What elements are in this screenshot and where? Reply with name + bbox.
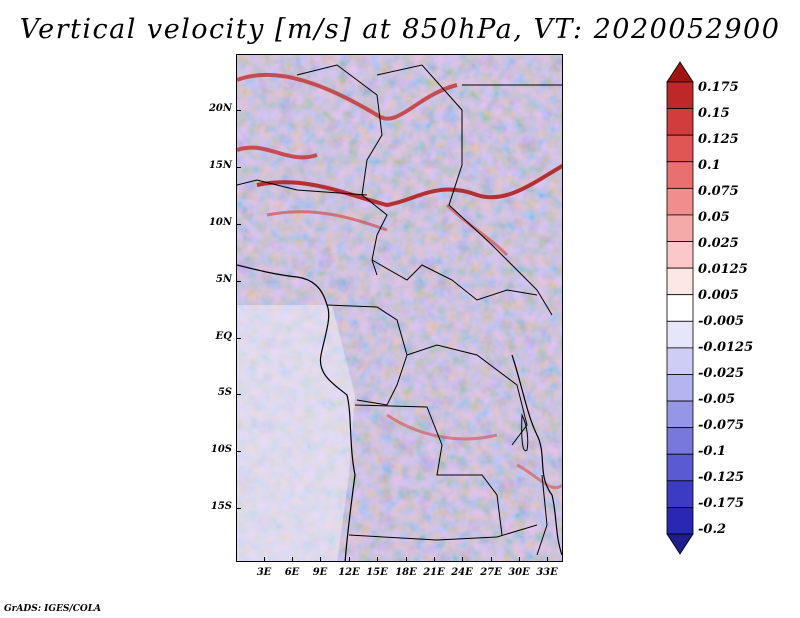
lat-tick — [236, 451, 241, 452]
border-line — [354, 404, 503, 536]
footer-credit: GrADS: IGES/COLA — [4, 604, 102, 614]
colorbar-segment — [666, 187, 694, 216]
lat-label: 5N — [215, 274, 232, 285]
colorbar-segment — [666, 400, 694, 429]
colorbar-segment — [666, 507, 694, 535]
colorbar-label: -0.2 — [698, 522, 727, 537]
lon-tick — [406, 557, 407, 562]
colorbar-segment — [666, 241, 694, 269]
lon-tick — [434, 557, 435, 562]
border-line — [296, 64, 388, 276]
map-panel — [236, 54, 563, 562]
lon-label: 30E — [508, 567, 530, 578]
lon-tick — [547, 557, 548, 562]
border-line — [406, 344, 528, 446]
colorbar-label: -0.005 — [698, 314, 745, 329]
lon-tick — [462, 557, 463, 562]
colorbar — [666, 61, 694, 555]
colorbar-segment — [666, 347, 694, 375]
lat-label: EQ — [215, 331, 232, 342]
red-band — [266, 210, 388, 232]
colorbar-label: -0.025 — [698, 366, 745, 381]
ocean-region — [237, 305, 355, 561]
colorbar-label: -0.075 — [698, 418, 745, 433]
colorbar-label: 0.175 — [698, 80, 739, 95]
lon-label: 15E — [366, 567, 388, 578]
lat-tick — [236, 167, 241, 168]
lat-label: 15S — [210, 501, 232, 512]
red-band — [237, 72, 458, 121]
lon-tick — [491, 557, 492, 562]
lat-tick — [236, 394, 241, 395]
lon-label: 27E — [480, 567, 502, 578]
colorbar-label: -0.1 — [698, 444, 727, 459]
lon-label: 12E — [338, 567, 360, 578]
lat-tick — [236, 508, 241, 509]
colorbar-label: 0.05 — [698, 210, 730, 225]
lon-label: 3E — [256, 567, 272, 578]
border-line — [348, 524, 538, 541]
lon-label: 33E — [536, 567, 558, 578]
lat-label: 20N — [208, 103, 232, 114]
lat-label: 10N — [208, 217, 232, 228]
red-band — [237, 145, 318, 160]
lon-label: 6E — [284, 567, 300, 578]
colorbar-segment — [666, 533, 694, 555]
lon-label: 9E — [312, 567, 328, 578]
border-line — [371, 259, 538, 301]
colorbar-label: -0.05 — [698, 392, 736, 407]
lon-tick — [320, 557, 321, 562]
colorbar-label: -0.175 — [698, 496, 745, 511]
colorbar-segment — [666, 374, 694, 402]
lon-label: 21E — [423, 567, 445, 578]
colorbar-segment — [666, 320, 694, 349]
colorbar-label: -0.125 — [698, 470, 745, 485]
colorbar-label: 0.025 — [698, 236, 739, 251]
colorbar-segment — [666, 453, 694, 482]
colorbar-label: 0.1 — [698, 158, 721, 173]
colorbar-segment — [666, 108, 694, 136]
west-coastline — [237, 264, 356, 561]
colorbar-label: 0.0125 — [698, 262, 748, 277]
lon-tick — [519, 557, 520, 562]
chart-title: Vertical velocity [m/s] at 850hPa, VT: 2… — [19, 14, 781, 45]
lon-label: 24E — [451, 567, 473, 578]
colorbar-label: 0.075 — [698, 184, 739, 199]
border-line — [376, 64, 553, 316]
lon-tick — [349, 557, 350, 562]
colorbar-segment — [666, 81, 694, 109]
colorbar-segment — [666, 294, 694, 322]
colorbar-label: 0.125 — [698, 132, 739, 147]
lon-label: 18E — [395, 567, 417, 578]
colorbar-label: 0.15 — [698, 106, 730, 121]
east-lakes-border — [511, 354, 562, 556]
colorbar-segment — [666, 134, 694, 163]
colorbar-label: -0.0125 — [698, 340, 754, 355]
lon-tick — [264, 557, 265, 562]
colorbar-segment — [666, 267, 694, 296]
lake-outline — [521, 413, 529, 452]
lat-tick — [236, 110, 241, 111]
lat-tick — [236, 338, 241, 339]
colorbar-segment — [666, 161, 694, 189]
lon-tick — [377, 557, 378, 562]
lon-tick — [292, 557, 293, 562]
colorbar-label: 0.005 — [698, 288, 739, 303]
colorbar-segment — [666, 61, 694, 83]
lat-label: 10S — [210, 444, 232, 455]
lat-tick — [236, 281, 241, 282]
lat-tick — [236, 224, 241, 225]
velocity-field — [237, 55, 562, 561]
border-line — [237, 179, 368, 196]
lat-label: 5S — [217, 387, 232, 398]
colorbar-segment — [666, 480, 694, 508]
lake-outline — [536, 474, 548, 556]
colorbar-segment — [666, 214, 694, 242]
red-band — [256, 163, 562, 208]
lat-label: 15N — [208, 160, 232, 171]
colorbar-segment — [666, 427, 694, 455]
red-band — [445, 203, 509, 257]
